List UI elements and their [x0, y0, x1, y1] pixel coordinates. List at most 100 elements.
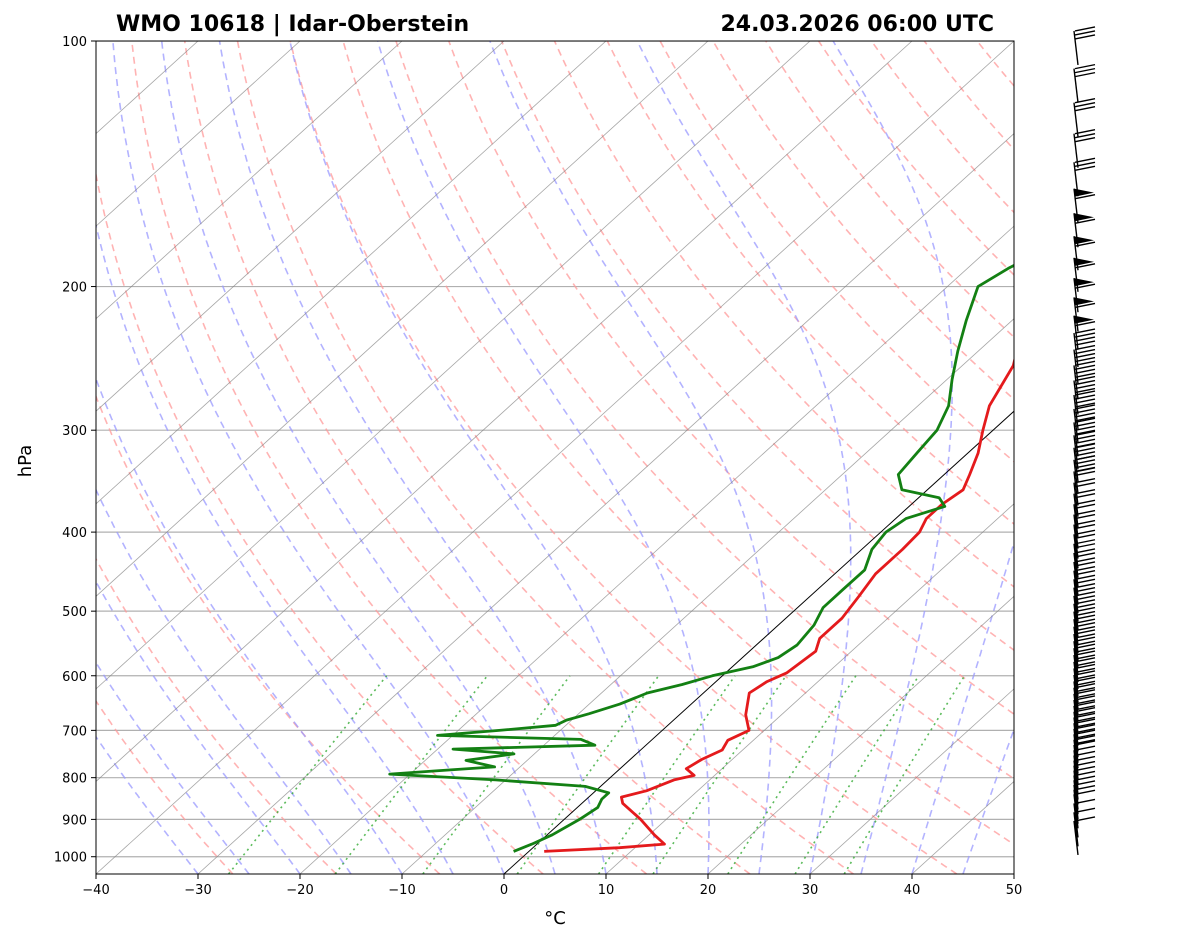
wind-barb [1073, 188, 1096, 223]
mixing-ratio-lines [227, 675, 966, 874]
dry-adiabat [553, 41, 1014, 588]
wind-barb-staff [1073, 447, 1079, 482]
wind-barb-feather [1074, 372, 1096, 379]
wind-barb-feather [1074, 636, 1096, 642]
dry-adiabat [183, 41, 751, 874]
wind-barb-feather [1074, 429, 1096, 436]
wind-barb-staff [1073, 587, 1079, 622]
plot-frame [95, 40, 1015, 875]
dewpoint-profile [388, 263, 1014, 853]
wind-barb-staff [1073, 493, 1079, 528]
wind-barb-feather [1074, 566, 1096, 572]
wind-barb-feather [1074, 686, 1096, 693]
moist-adiabat [112, 41, 505, 874]
x-tick-label: 0 [500, 883, 508, 898]
isotherm [96, 41, 607, 505]
isotherm [1013, 873, 1014, 874]
wind-barb-feather [1074, 643, 1096, 649]
wind-barb-feather [1074, 701, 1096, 707]
wind-barb-feather [1074, 618, 1096, 624]
wind-barb-staff [1073, 236, 1079, 271]
wind-barb-pennant [1074, 278, 1094, 287]
wind-barb-feather [1074, 595, 1096, 601]
moist-adiabat [489, 41, 773, 874]
wind-barb-staff [1073, 394, 1079, 430]
wind-barb-feather [1074, 352, 1096, 359]
wind-barb-feather [1074, 193, 1096, 200]
wind-barb-staff [1073, 534, 1079, 569]
y-tick-label: 400 [62, 526, 87, 541]
wind-barb-feather [1074, 101, 1096, 108]
wind-barb-staff [1073, 812, 1079, 847]
wind-barb [1073, 574, 1096, 614]
wind-barb-pennant [1074, 188, 1094, 197]
wind-barb-feather [1074, 574, 1096, 580]
wind-barb [1073, 26, 1096, 66]
wind-barb-staff [1073, 68, 1079, 103]
wind-barb-feather [1074, 780, 1096, 786]
x-tick-label: 40 [904, 883, 921, 898]
wind-barb-feather [1074, 336, 1096, 342]
wind-barb-pennant [1074, 315, 1094, 324]
wind-barb [1073, 478, 1096, 517]
wind-barb [1073, 297, 1096, 332]
wind-barb-staff [1073, 820, 1079, 856]
y-axis-ticks: 1000 900 800 700 600 500 400 300 200 100 [54, 35, 96, 866]
wind-barb-feather [1074, 519, 1096, 526]
isotherm [96, 41, 1014, 874]
x-tick-label: −10 [388, 883, 415, 898]
x-axis-ticks: −40 −30 −20 −10 0 10 20 30 40 50 [82, 874, 1022, 898]
wind-barb-feather [1074, 63, 1096, 70]
wind-barb [1073, 404, 1096, 444]
dry-adiabat [395, 41, 1014, 780]
moist-adiabat [96, 661, 250, 874]
isotherm [96, 41, 913, 782]
sounding-profiles [388, 263, 1014, 853]
wind-barb-feather [1074, 625, 1096, 632]
temperature-profile [544, 356, 1014, 853]
wind-barb-staff [1073, 699, 1079, 734]
y-tick-label: 300 [62, 424, 87, 439]
isotherm [605, 503, 1014, 874]
dry-adiabat [659, 41, 1014, 463]
wind-barb [1073, 315, 1096, 350]
wind-barb-feather [1074, 375, 1096, 382]
wind-barb-feather [1074, 417, 1096, 424]
wind-barb-feather [1074, 760, 1096, 767]
dry-adiabat [96, 699, 234, 874]
wind-barb-staff [1073, 297, 1079, 332]
wind-barb-staff [1073, 315, 1079, 350]
wind-barb-feather [1074, 718, 1096, 724]
dry-adiabat [500, 41, 1014, 652]
wind-barb-feather [1074, 165, 1096, 171]
wind-barb-feather [1074, 478, 1096, 484]
wind-barb-feather [1074, 320, 1096, 327]
y-axis-label: hPa [15, 445, 36, 477]
isotherms [96, 41, 1014, 874]
dry-adiabat [342, 41, 1014, 846]
dry-adiabat [448, 41, 1014, 716]
isotherm [707, 595, 1014, 874]
isotherm [401, 318, 1014, 874]
wind-barb-staff [1073, 633, 1079, 669]
moist-adiabat [96, 487, 352, 874]
moist-adiabats [96, 41, 1014, 874]
wind-barb-feather [1074, 578, 1096, 584]
wind-barb-feather [1074, 529, 1096, 535]
wind-barb-staff [1073, 332, 1079, 368]
dry-adiabat [712, 41, 1014, 401]
wind-barb-feather [1074, 455, 1096, 461]
wind-barb-staff [1073, 278, 1079, 313]
wind-barb-feather [1074, 765, 1096, 772]
wind-barb-staff [1073, 626, 1079, 661]
wind-barb-staff [1073, 570, 1079, 605]
wind-barb-pennant [1074, 297, 1094, 306]
wind-barb-staff [1073, 408, 1079, 444]
wind-barb-feather [1074, 603, 1096, 609]
y-tick-label: 900 [62, 813, 87, 828]
wind-barb-staff [1073, 102, 1079, 137]
wind-barb-feather [1074, 302, 1096, 309]
wind-barb-feather [1074, 712, 1096, 719]
wind-barb-staff [1073, 543, 1079, 578]
wind-barb [1073, 582, 1096, 622]
